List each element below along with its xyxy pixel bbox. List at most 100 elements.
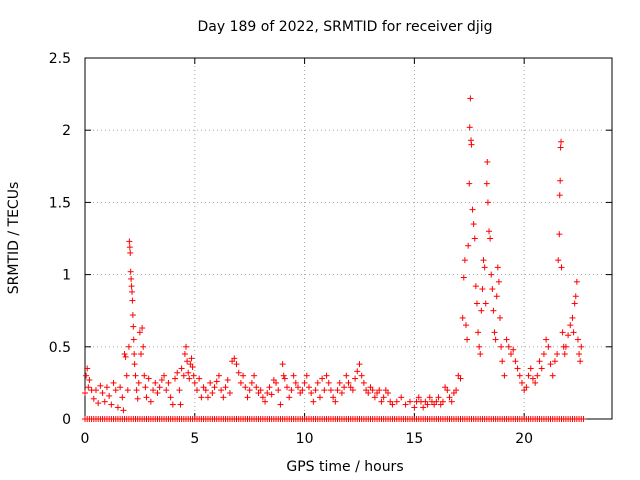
data-point [497, 314, 504, 321]
data-point [183, 343, 190, 350]
data-point [190, 372, 197, 379]
data-point [352, 375, 359, 382]
data-point [543, 336, 550, 343]
data-point [189, 364, 196, 371]
data-point [439, 398, 446, 405]
data-point [286, 394, 293, 401]
data-point [354, 368, 361, 375]
data-point [222, 384, 229, 391]
data-point [145, 375, 152, 382]
data-point [512, 358, 519, 365]
data-point [220, 394, 227, 401]
data-point [127, 268, 134, 275]
data-point [266, 384, 273, 391]
data-point [143, 394, 150, 401]
data-point [284, 384, 291, 391]
data-point [489, 286, 496, 293]
data-point [246, 387, 253, 394]
data-point [486, 228, 493, 235]
data-point [185, 369, 192, 376]
data-point [121, 351, 128, 358]
data-point [349, 387, 356, 394]
data-point [240, 372, 247, 379]
data-point [576, 351, 583, 358]
data-point [475, 329, 482, 336]
data-point [292, 379, 299, 386]
data-point [90, 395, 97, 402]
x-axis-label: GPS time / hours [286, 459, 403, 475]
data-point [525, 372, 532, 379]
data-point [420, 404, 427, 411]
data-point [516, 372, 523, 379]
data-point [226, 390, 233, 397]
data-point [120, 407, 127, 414]
data-point [294, 384, 301, 391]
data-point [209, 390, 216, 397]
data-point [385, 390, 392, 397]
data-point [465, 242, 472, 249]
data-point [457, 375, 464, 382]
data-point [176, 387, 183, 394]
data-point [462, 322, 469, 329]
data-point [177, 401, 184, 408]
data-point [156, 384, 163, 391]
data-point [128, 275, 135, 282]
data-point [207, 379, 214, 386]
data-point [448, 398, 455, 405]
data-point [336, 379, 343, 386]
data-point [213, 378, 220, 385]
data-point [204, 394, 211, 401]
data-point [134, 395, 141, 402]
y-tick-label: 2 [62, 123, 71, 139]
data-point [461, 257, 468, 264]
data-point [444, 387, 451, 394]
x-tick-label: 5 [190, 431, 199, 447]
data-point [558, 264, 565, 271]
data-point [303, 372, 310, 379]
data-point [580, 416, 587, 422]
data-point [262, 398, 269, 405]
data-point [495, 278, 502, 285]
data-point [280, 372, 287, 379]
data-point [492, 336, 499, 343]
data-point [126, 238, 133, 245]
data-point [133, 387, 140, 394]
data-point [106, 392, 113, 399]
data-point [242, 384, 249, 391]
data-point [95, 400, 102, 407]
data-point [527, 365, 534, 372]
data-point [466, 124, 473, 131]
data-point [122, 353, 129, 360]
data-point [479, 286, 486, 293]
data-point [540, 351, 547, 358]
data-point [523, 384, 530, 391]
data-point [103, 384, 110, 391]
data-point [174, 369, 181, 376]
data-point [193, 387, 200, 394]
data-point [233, 361, 240, 368]
data-point [538, 365, 545, 372]
data-point [135, 379, 142, 386]
data-point [470, 221, 477, 228]
data-point [503, 336, 510, 343]
data-point [117, 384, 124, 391]
data-point [557, 144, 564, 151]
data-point [127, 249, 134, 256]
data-point [476, 343, 483, 350]
data-point [184, 358, 191, 365]
data-point [477, 351, 484, 358]
data-point [487, 235, 494, 242]
data-point [494, 264, 501, 271]
data-point [314, 379, 321, 386]
y-tick-label: 2.5 [49, 51, 71, 67]
data-point [167, 394, 174, 401]
data-point [358, 372, 365, 379]
data-point [453, 387, 460, 394]
data-point [129, 297, 136, 304]
data-point [514, 365, 521, 372]
data-point [424, 401, 431, 408]
data-point [565, 332, 572, 339]
data-point [378, 398, 385, 405]
data-point [257, 387, 264, 394]
